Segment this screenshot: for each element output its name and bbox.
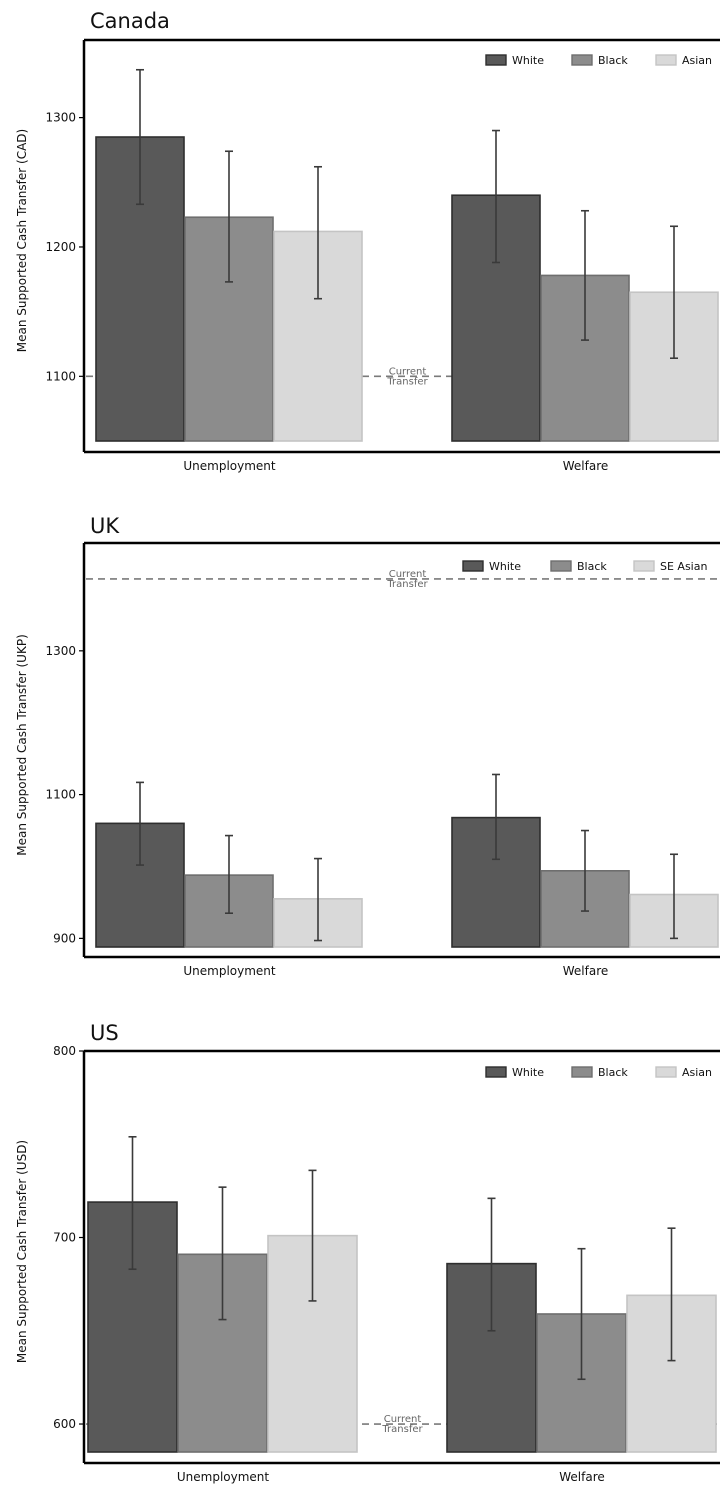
legend-swatch: [633, 560, 655, 572]
legend-swatch: [655, 54, 677, 66]
y-axis-title: Mean Supported Cash Transfer (UKP): [15, 634, 29, 855]
panel-title: Canada: [90, 9, 170, 33]
legend-label: White: [489, 560, 521, 573]
reference-line-label: Transfer: [386, 579, 428, 590]
y-tick-label: 1300: [45, 644, 76, 658]
y-tick-label: 1100: [45, 369, 76, 383]
x-category-label: Unemployment: [183, 459, 276, 473]
x-category-label: Welfare: [559, 1470, 605, 1484]
legend-swatch: [462, 560, 484, 572]
legend-label: Black: [598, 54, 628, 67]
reference-line-label: Transfer: [381, 1424, 423, 1435]
y-axis-title: Mean Supported Cash Transfer (CAD): [15, 129, 29, 352]
legend-label: Asian: [682, 1066, 712, 1079]
y-tick-label: 800: [53, 1044, 76, 1058]
y-axis-title: Mean Supported Cash Transfer (USD): [15, 1140, 29, 1363]
legend-label: Black: [577, 560, 607, 573]
y-tick-label: 1100: [45, 788, 76, 802]
legend-swatch: [571, 54, 593, 66]
chart-panel-canada: Canada 1100 1200 1300 Mean Supported Cash Tr…: [15, 9, 720, 473]
panel-title: US: [90, 1021, 119, 1045]
reference-line-label: Current: [389, 569, 427, 580]
y-tick-label: 1300: [45, 111, 76, 125]
legend-swatch: [485, 1066, 507, 1078]
legend-label: Asian: [682, 54, 712, 67]
x-category-label: Welfare: [563, 459, 609, 473]
x-category-label: Unemployment: [177, 1470, 270, 1484]
x-category-label: Unemployment: [183, 964, 276, 978]
legend-label: White: [512, 54, 544, 67]
legend-label: SE Asian: [660, 560, 707, 573]
chart-panel-uk: UK 900 1100 1300 Mean Supported Cash Transfe…: [15, 514, 720, 978]
panel-title: UK: [90, 514, 120, 538]
legend-swatch: [485, 54, 507, 66]
legend-swatch: [550, 560, 572, 572]
y-tick-label: 1200: [45, 240, 76, 254]
legend-label: White: [512, 1066, 544, 1079]
x-category-label: Welfare: [563, 964, 609, 978]
y-tick-label: 700: [53, 1231, 76, 1245]
legend-label: Black: [598, 1066, 628, 1079]
chart-panel-us: US 600 700 800 Mean Supported Cash Transfer …: [15, 1021, 720, 1484]
y-tick-label: 600: [53, 1417, 76, 1431]
reference-line-label: Current: [384, 1414, 422, 1425]
reference-line-label: Current: [389, 366, 427, 377]
reference-line-label: Transfer: [386, 376, 428, 387]
legend-swatch: [655, 1066, 677, 1078]
y-tick-label: 900: [53, 931, 76, 945]
legend-swatch: [571, 1066, 593, 1078]
